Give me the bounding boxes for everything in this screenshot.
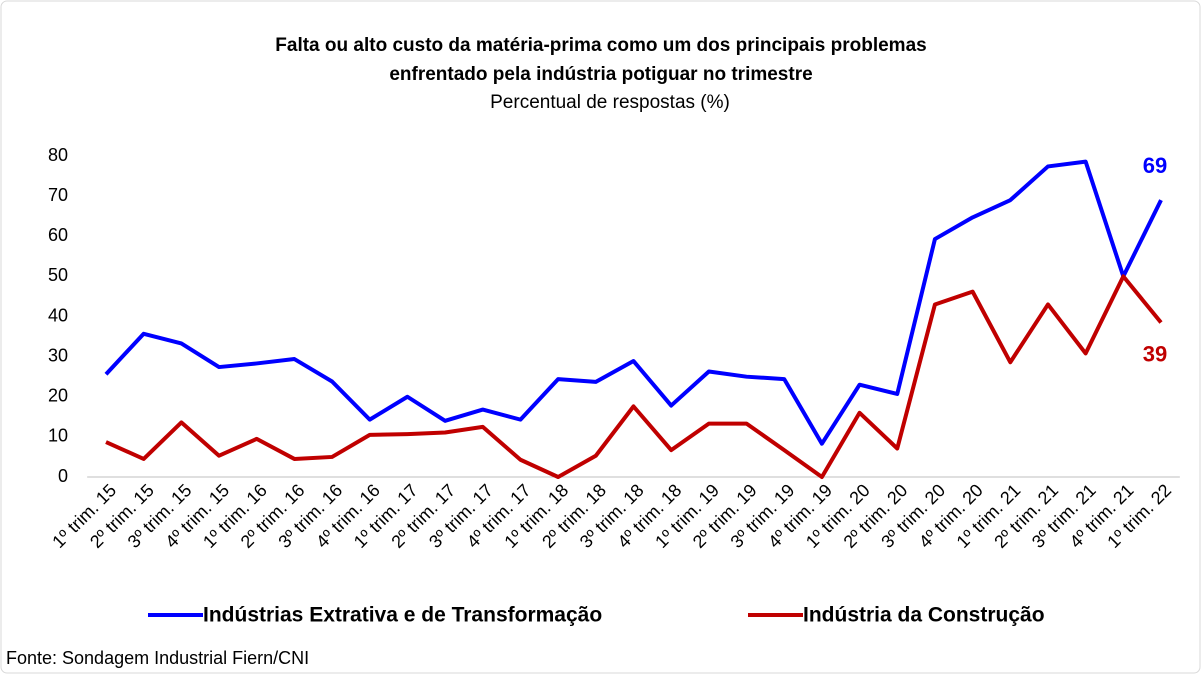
y-tick-label: 70 — [48, 185, 68, 205]
y-tick-label: 50 — [48, 265, 68, 285]
y-tick-label: 0 — [58, 466, 68, 486]
source: Fonte: Sondagem Industrial Fiern/CNI — [6, 648, 309, 668]
y-tick-label: 80 — [48, 145, 68, 165]
chart-title: Falta ou alto custo da matéria-prima com… — [275, 35, 926, 56]
chart-title: enfrentado pela indústria potiguar no tr… — [389, 64, 812, 85]
line-series — [105, 274, 1163, 479]
line-series — [104, 159, 1163, 446]
data-label: 39 — [1143, 341, 1167, 366]
data-label: 69 — [1143, 153, 1167, 178]
chart-subtitle: Percentual de respostas (%) — [490, 92, 730, 113]
y-tick-label: 10 — [48, 426, 68, 446]
y-tick-label: 40 — [48, 305, 68, 325]
legend-label: Indústria da Construção — [803, 604, 1045, 627]
y-tick-label: 20 — [48, 386, 68, 406]
y-tick-label: 60 — [48, 225, 68, 245]
y-tick-label: 30 — [48, 345, 68, 365]
legend-label: Indústrias Extrativa e de Transformação — [203, 604, 602, 627]
